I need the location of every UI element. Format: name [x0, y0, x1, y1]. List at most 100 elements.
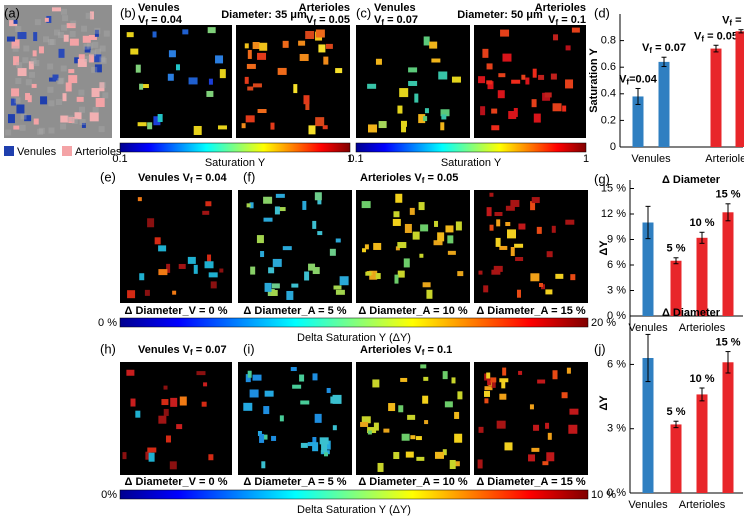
vessel-spot	[33, 32, 38, 42]
texture	[38, 127, 45, 134]
vessel-spot	[544, 92, 552, 98]
colorbar-max: 1	[347, 153, 353, 165]
vessel-spot	[28, 61, 34, 70]
vessel-spot	[416, 456, 425, 461]
texture	[81, 25, 88, 32]
vessel-spot	[547, 432, 552, 440]
texture	[99, 45, 106, 52]
vessel-spot	[259, 433, 265, 443]
texture	[14, 97, 21, 104]
vessel-spot	[261, 461, 266, 469]
bar	[696, 394, 708, 493]
vessel-spot	[422, 282, 431, 288]
vessel-spot	[219, 69, 226, 79]
vessel-spot	[247, 49, 252, 59]
vessel-spot	[207, 254, 212, 263]
vessel-spot	[13, 125, 20, 130]
vessel-spot	[277, 67, 287, 75]
panel-label: (f)	[243, 169, 255, 184]
vessel-spot	[565, 79, 574, 89]
texture	[61, 24, 68, 31]
vessel-spot	[317, 196, 322, 205]
vessel-spot	[282, 40, 289, 48]
vessel-spot	[408, 67, 418, 73]
vessel-spot	[299, 53, 309, 61]
panel-label: (b)	[120, 5, 136, 20]
vessel-spot	[409, 207, 415, 215]
texture	[4, 7, 11, 14]
vessel-spot	[65, 82, 72, 92]
vessel-spot	[335, 68, 343, 74]
texture	[61, 8, 68, 15]
vessel-spot	[325, 43, 333, 49]
vessel-spot	[401, 125, 407, 133]
vessel-spot	[395, 246, 400, 251]
vessel-spot	[484, 398, 489, 404]
vessel-spot	[206, 90, 214, 97]
vessel-spot	[252, 42, 260, 50]
vessel-spot	[314, 413, 322, 423]
texture	[78, 89, 85, 96]
vessel-spot	[312, 442, 319, 452]
vessel-spot	[555, 273, 564, 279]
texture	[95, 48, 102, 55]
vessel-spot	[207, 27, 216, 34]
texture	[79, 106, 86, 113]
y-tick-label: 3 %	[607, 423, 626, 435]
vessel-spot	[137, 122, 147, 127]
caption: Δ Diameter_A = 10 %	[358, 305, 468, 317]
colorbar	[119, 142, 351, 153]
text-tail: = 0.04	[148, 14, 183, 26]
vessel-spot	[84, 46, 91, 53]
texture	[71, 117, 78, 124]
vessel-spot	[525, 77, 530, 85]
vessel-spot	[314, 192, 322, 201]
vessel-spot	[270, 122, 275, 130]
vessel-spot	[81, 122, 86, 128]
vessel-spot	[168, 50, 176, 58]
texture	[57, 78, 64, 85]
vessel-spot	[163, 408, 169, 416]
vessel-spot	[176, 424, 183, 430]
vessel-spot	[398, 405, 404, 413]
vessel-spot	[201, 401, 207, 407]
vessel-spot	[530, 201, 536, 211]
text-sub: f	[626, 78, 629, 87]
vessel-spot	[208, 78, 213, 85]
vessel-spot	[438, 71, 448, 80]
vessel-spot	[308, 263, 316, 271]
caption: Δ Diameter_A = 5 %	[243, 476, 346, 488]
texture	[69, 30, 76, 37]
bar-label: 10 %	[689, 217, 714, 229]
vessel-spot	[545, 422, 550, 429]
y-axis-label: ΔY	[598, 240, 610, 256]
vessel-spot	[505, 205, 515, 211]
x-group-label: Arterioles	[705, 153, 744, 165]
vessel-spot	[6, 36, 15, 42]
vessel-spot	[324, 440, 331, 450]
caption: Δ Diameter_A = 5 %	[243, 305, 346, 317]
texture	[91, 66, 98, 73]
vessel-spot	[317, 231, 323, 236]
vessel-spot	[312, 437, 317, 445]
vessel-spot	[533, 424, 540, 431]
vessel-spot	[483, 285, 489, 293]
vessel-spot	[245, 374, 251, 383]
vessel-spot	[442, 371, 448, 380]
vessel-spot	[278, 207, 286, 212]
vessel-spot	[13, 19, 18, 24]
text-tail: = 0.07	[384, 14, 418, 26]
vessel-spot	[76, 96, 84, 102]
image-panel	[120, 362, 232, 475]
texture	[60, 123, 67, 130]
y-tick-label: 0 %	[607, 310, 626, 322]
vessel-spot	[319, 437, 329, 445]
caption: Δ Diameter_A = 15 %	[476, 305, 586, 317]
vessel-spot	[531, 197, 540, 204]
texture	[48, 100, 55, 107]
vessel-spot	[499, 378, 509, 383]
vessel-spot	[51, 7, 61, 12]
texture	[49, 39, 56, 46]
vessel-spot	[158, 269, 168, 276]
texture	[102, 92, 109, 99]
